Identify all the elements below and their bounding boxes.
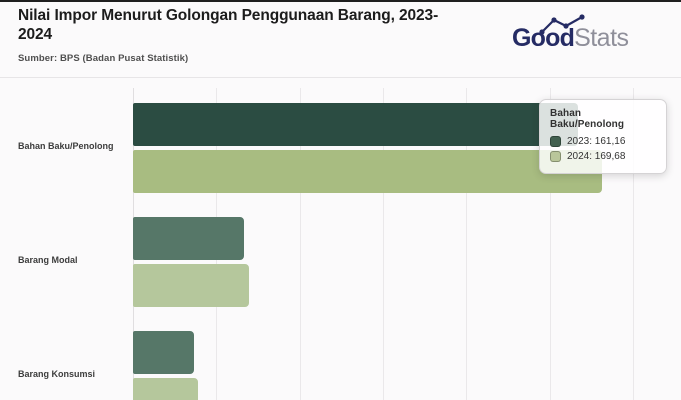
goodstats-logo: GoodStats [512, 14, 662, 57]
gridline [466, 88, 467, 400]
logo-sparkline-icon [539, 14, 585, 35]
bar-2023-bahan-baku-penolong[interactable] [133, 103, 579, 146]
bar-2023-barang-konsumsi[interactable] [133, 331, 194, 374]
top-border [0, 0, 681, 2]
gridline [383, 88, 384, 400]
category-label: Bahan Baku/Penolong [18, 141, 114, 151]
category-label: Barang Konsumsi [18, 369, 96, 379]
source-label: Sumber: BPS (Badan Pusat Statistik) [18, 53, 189, 64]
chart-tooltip: Bahan Baku/Penolong 2023: 161,16 2024: 1… [539, 99, 667, 174]
tooltip-value-2023: 2023: 161,16 [567, 136, 626, 147]
gridline [550, 88, 551, 400]
category-label: Barang Modal [18, 255, 78, 265]
tooltip-swatch-2024 [550, 151, 561, 162]
bar-2024-barang-konsumsi[interactable] [133, 378, 198, 400]
tooltip-title: Bahan Baku/Penolong [550, 108, 625, 130]
tooltip-value-2024: 2024: 169,68 [567, 151, 626, 162]
tooltip-swatch-2023 [550, 136, 561, 147]
gridline [300, 88, 301, 400]
bar-2024-barang-modal[interactable] [133, 264, 249, 307]
tooltip-row-2023: 2023: 161,16 [550, 134, 656, 149]
logo-text: GoodStats [512, 25, 629, 51]
tooltip-row-2024: 2024: 169,68 [550, 149, 656, 164]
logo-good: Good [512, 24, 575, 52]
bar-2024-bahan-baku-penolong[interactable] [133, 150, 602, 193]
chart-title: Nilai Impor Menurut Golongan Penggunaan … [18, 7, 439, 43]
logo-stats: Stats [574, 24, 629, 52]
bar-2023-barang-modal[interactable] [133, 217, 244, 260]
header-divider [0, 77, 681, 78]
gridline [633, 88, 634, 400]
